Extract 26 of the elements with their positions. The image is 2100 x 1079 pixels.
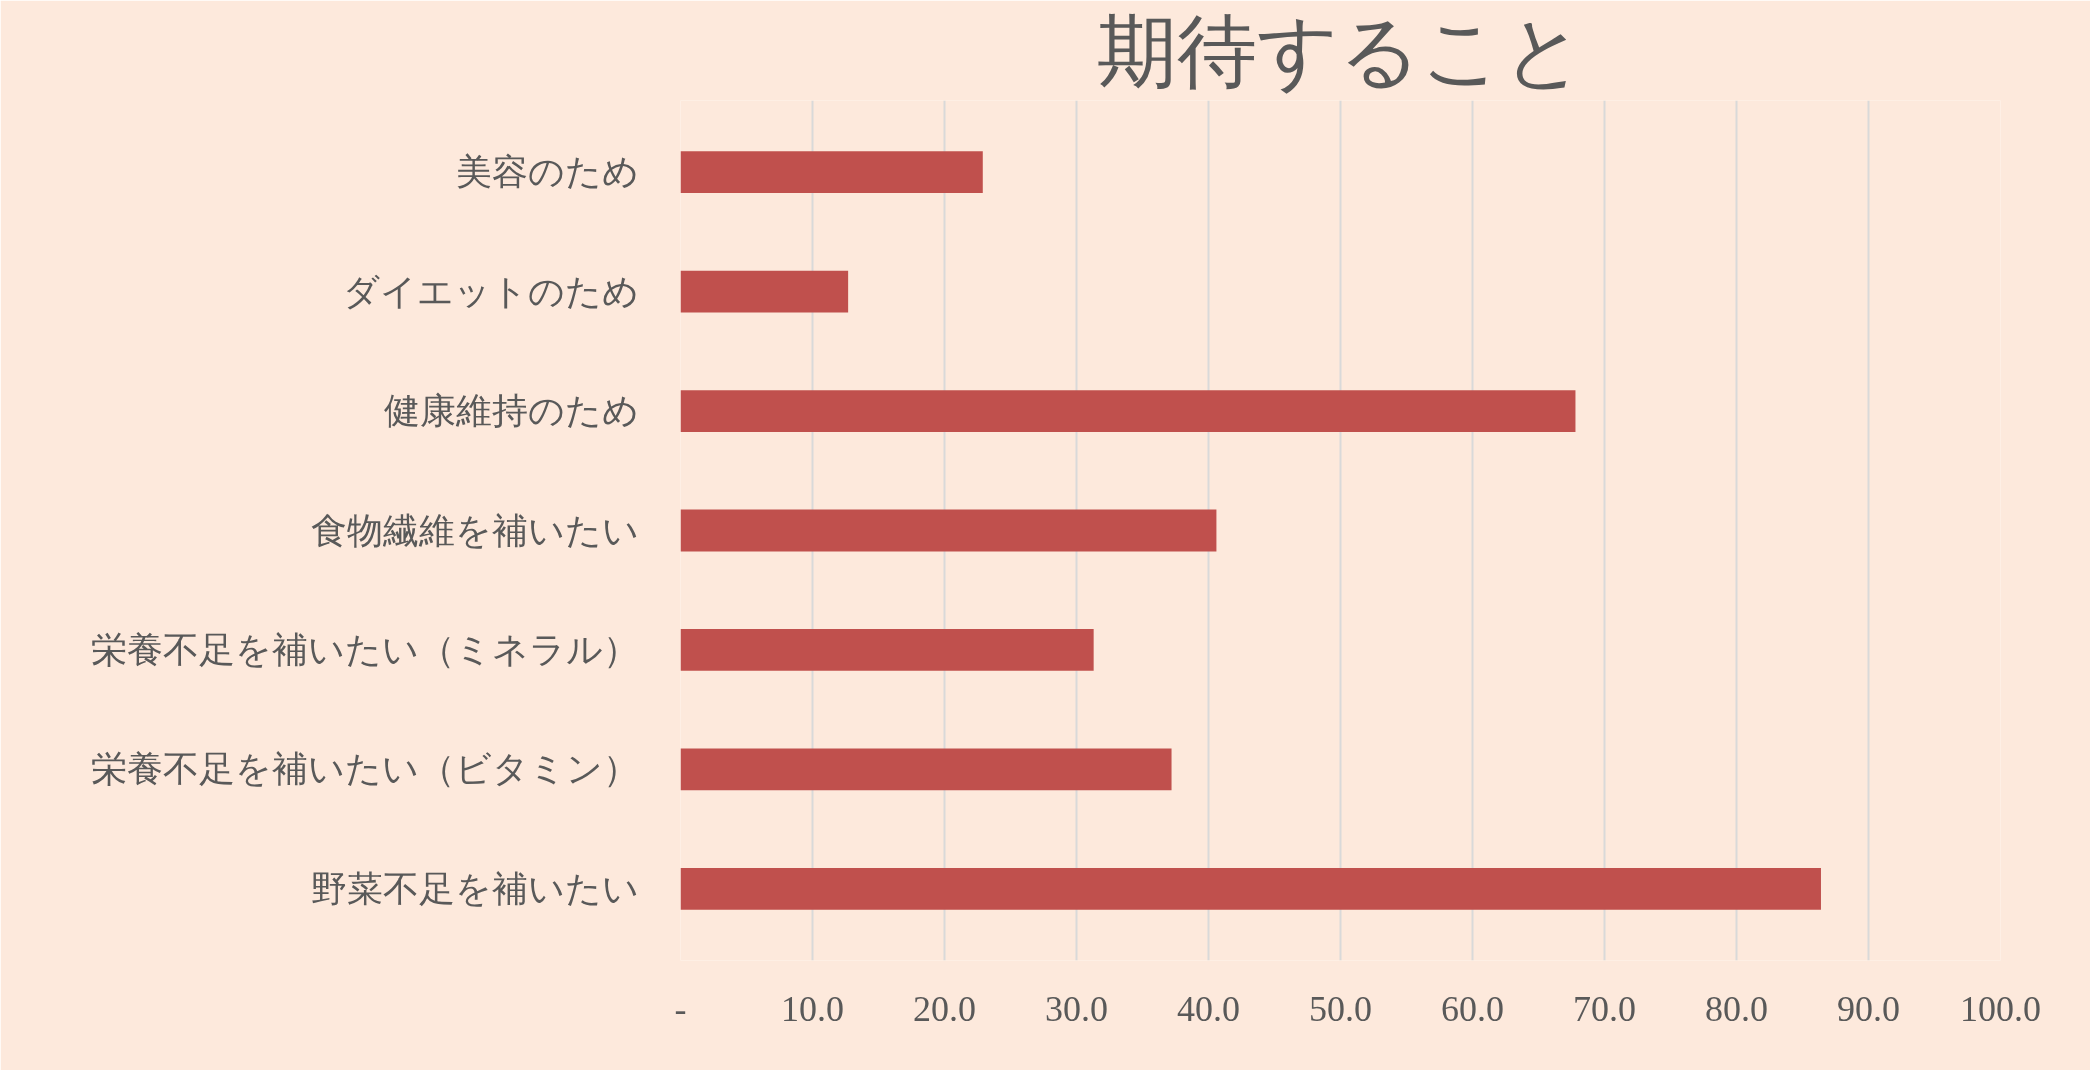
y-tick-label: 健康維持のため <box>383 391 639 432</box>
y-tick-label: 野菜不足を補いたい <box>310 868 639 909</box>
x-tick-label: 40.0 <box>1177 988 1240 1029</box>
bar <box>680 270 849 313</box>
x-tick-label: - <box>674 988 687 1029</box>
x-tick-label: 30.0 <box>1045 988 1108 1029</box>
y-tick-label: 食物繊維を補いたい <box>310 510 639 551</box>
y-tick-label: 栄養不足を補いたい（ビタミン） <box>90 749 639 790</box>
x-tick-label: 90.0 <box>1837 988 1900 1029</box>
x-tick-label: 80.0 <box>1705 988 1768 1029</box>
x-tick-label: 10.0 <box>781 988 844 1029</box>
y-tick-label: ダイエットのため <box>342 271 639 312</box>
bar <box>680 629 1094 671</box>
x-tick-label: 50.0 <box>1309 988 1372 1029</box>
x-tick-label: 20.0 <box>913 988 976 1029</box>
x-tick-label: 60.0 <box>1441 988 1504 1029</box>
bar <box>680 390 1576 432</box>
y-tick-label: 栄養不足を補いたい（ミネラル） <box>90 629 639 670</box>
chart-title: 期待すること <box>1096 7 1585 96</box>
x-tick-label: 100.0 <box>1960 988 2041 1029</box>
bar <box>680 748 1172 791</box>
y-tick-label: 美容のため <box>455 152 639 193</box>
bar <box>680 151 983 194</box>
x-tick-label: 70.0 <box>1573 988 1636 1029</box>
bar <box>680 509 1217 552</box>
bar <box>680 867 1821 910</box>
